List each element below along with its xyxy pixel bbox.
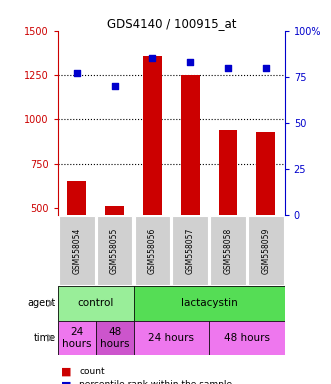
Text: GSM558054: GSM558054 bbox=[72, 227, 81, 274]
Bar bbox=[256, 132, 275, 296]
Text: GSM558058: GSM558058 bbox=[223, 227, 232, 274]
Bar bbox=[143, 56, 162, 296]
Text: GSM558056: GSM558056 bbox=[148, 227, 157, 274]
Bar bbox=[218, 130, 237, 296]
Text: percentile rank within the sample: percentile rank within the sample bbox=[79, 380, 233, 384]
Title: GDS4140 / 100915_at: GDS4140 / 100915_at bbox=[107, 17, 236, 30]
Text: 48 hours: 48 hours bbox=[224, 333, 270, 343]
Bar bbox=[59, 217, 95, 285]
Bar bbox=[133, 286, 285, 321]
Point bbox=[74, 70, 79, 76]
Text: GSM558059: GSM558059 bbox=[261, 227, 270, 274]
Text: ■: ■ bbox=[61, 367, 72, 377]
Point bbox=[112, 83, 117, 89]
Text: agent: agent bbox=[27, 298, 56, 308]
Bar bbox=[105, 206, 124, 296]
Bar bbox=[209, 321, 285, 355]
Bar bbox=[181, 75, 200, 296]
Bar bbox=[58, 286, 133, 321]
Point bbox=[225, 65, 231, 71]
Text: lactacystin: lactacystin bbox=[181, 298, 237, 308]
Point bbox=[188, 59, 193, 65]
Text: count: count bbox=[79, 367, 105, 376]
Bar bbox=[58, 321, 96, 355]
Text: time: time bbox=[33, 333, 56, 343]
Bar bbox=[210, 217, 246, 285]
Text: 24 hours: 24 hours bbox=[148, 333, 194, 343]
Bar bbox=[96, 321, 133, 355]
Text: GSM558057: GSM558057 bbox=[186, 227, 195, 274]
Bar bbox=[133, 321, 209, 355]
Text: control: control bbox=[77, 298, 114, 308]
Bar bbox=[248, 217, 284, 285]
Bar bbox=[97, 217, 132, 285]
Text: GSM558055: GSM558055 bbox=[110, 227, 119, 274]
Text: ■: ■ bbox=[61, 380, 72, 384]
Text: 24
hours: 24 hours bbox=[62, 327, 92, 349]
Bar bbox=[135, 217, 170, 285]
Bar bbox=[172, 217, 208, 285]
Point bbox=[263, 65, 268, 71]
Text: 48
hours: 48 hours bbox=[100, 327, 129, 349]
Bar bbox=[68, 181, 86, 296]
Point bbox=[150, 55, 155, 61]
